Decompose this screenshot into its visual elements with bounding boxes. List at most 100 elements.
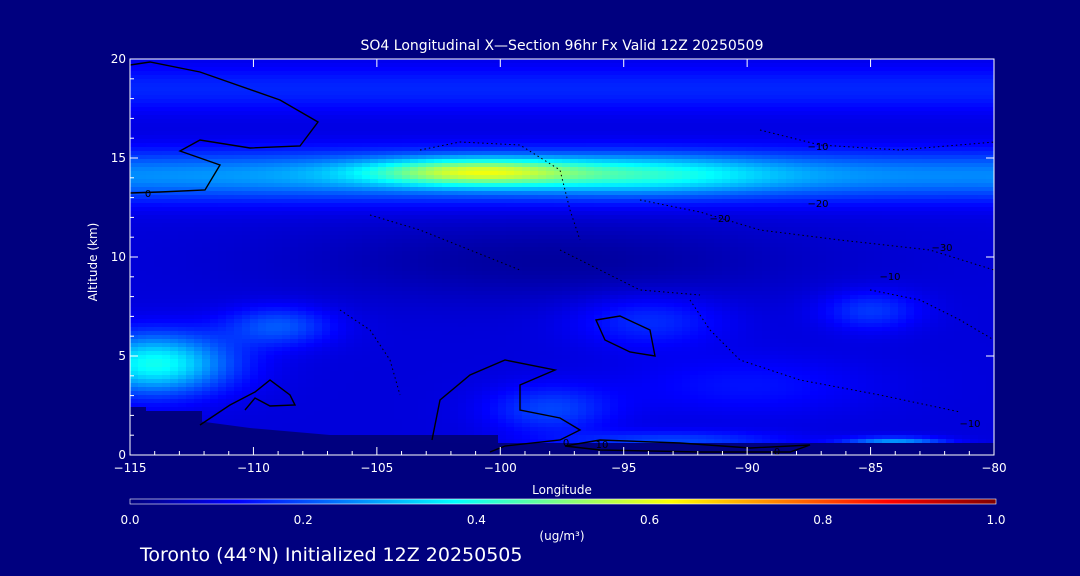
heat-cell [386,171,395,176]
heat-cell [378,155,387,160]
heat-cell [306,179,315,184]
heat-cell [578,63,587,68]
heat-cell [282,91,291,96]
heat-cell [298,119,307,124]
heat-cell [530,79,539,84]
heatmap-field [130,59,994,455]
heat-cell [882,103,891,108]
heat-cell [586,147,595,152]
heat-cell [946,103,955,108]
heat-cell [754,163,763,168]
heat-cell [706,163,715,168]
heat-cell [386,67,395,72]
heat-cell [946,127,955,132]
heat-cell [226,151,235,156]
heat-cell [986,103,994,108]
heat-cell [562,239,571,244]
heat-cell [762,155,771,160]
heat-cell [138,71,147,76]
heat-cell [226,239,235,244]
heat-cell [714,131,723,136]
heat-cell [834,119,843,124]
heat-cell [930,155,939,160]
heat-cell [890,91,899,96]
heat-cell [370,163,379,168]
heat-cell [970,187,979,192]
heat-cell [202,155,211,160]
heat-cell [770,171,779,176]
heat-cell [482,163,491,168]
heat-cell [226,215,235,220]
heat-cell [218,99,227,104]
heat-cell [242,71,251,76]
heat-cell [402,235,411,240]
heat-cell [530,139,539,144]
heat-cell [962,211,971,216]
heat-cell [706,235,715,240]
heat-cell [186,195,195,200]
heat-cell [898,83,907,88]
heat-cell [514,87,523,92]
heat-cell [450,91,459,96]
heat-cell [338,135,347,140]
heat-cell [874,167,883,172]
heat-cell [370,223,379,228]
heat-cell [322,95,331,100]
heat-cell [282,175,291,180]
heat-cell [898,115,907,120]
heat-cell [594,223,603,228]
heat-cell [434,203,443,208]
heat-cell [874,87,883,92]
heat-cell [154,119,163,124]
heat-cell [226,75,235,80]
heat-cell [362,215,371,220]
heat-cell [354,163,363,168]
heat-cell [802,91,811,96]
heat-cell [698,151,707,156]
heat-cell [466,79,475,84]
heat-cell [946,179,955,184]
heat-cell [322,175,331,180]
heat-cell [338,119,347,124]
heat-cell [634,111,643,116]
heat-cell [866,87,875,92]
heat-cell [250,215,259,220]
heat-cell [274,231,283,236]
heat-cell [562,151,571,156]
heat-cell [746,99,755,104]
heat-cell [226,67,235,72]
heat-cell [738,235,747,240]
heat-cell [858,107,867,112]
heat-cell [130,207,139,212]
heat-cell [234,75,243,80]
heat-cell [258,235,267,240]
heat-cell [834,127,843,132]
heat-cell [426,179,435,184]
heat-cell [490,143,499,148]
heat-cell [506,191,515,196]
heat-cell [338,139,347,144]
heat-cell [970,75,979,80]
heat-cell [842,99,851,104]
heat-cell [426,211,435,216]
heat-cell [946,71,955,76]
heat-cell [562,143,571,148]
heat-cell [498,231,507,236]
heat-cell [154,131,163,136]
heat-cell [698,63,707,68]
heat-cell [394,111,403,116]
heat-cell [522,115,531,120]
heat-cell [170,123,179,128]
heat-cell [954,147,963,152]
heat-cell [626,159,635,164]
heat-cell [450,179,459,184]
heat-cell [298,103,307,108]
heat-cell [666,175,675,180]
heat-cell [930,159,939,164]
heat-cell [906,111,915,116]
heat-cell [386,91,395,96]
heat-cell [306,171,315,176]
heat-cell [682,215,691,220]
heat-cell [778,59,787,64]
heat-cell [202,135,211,140]
